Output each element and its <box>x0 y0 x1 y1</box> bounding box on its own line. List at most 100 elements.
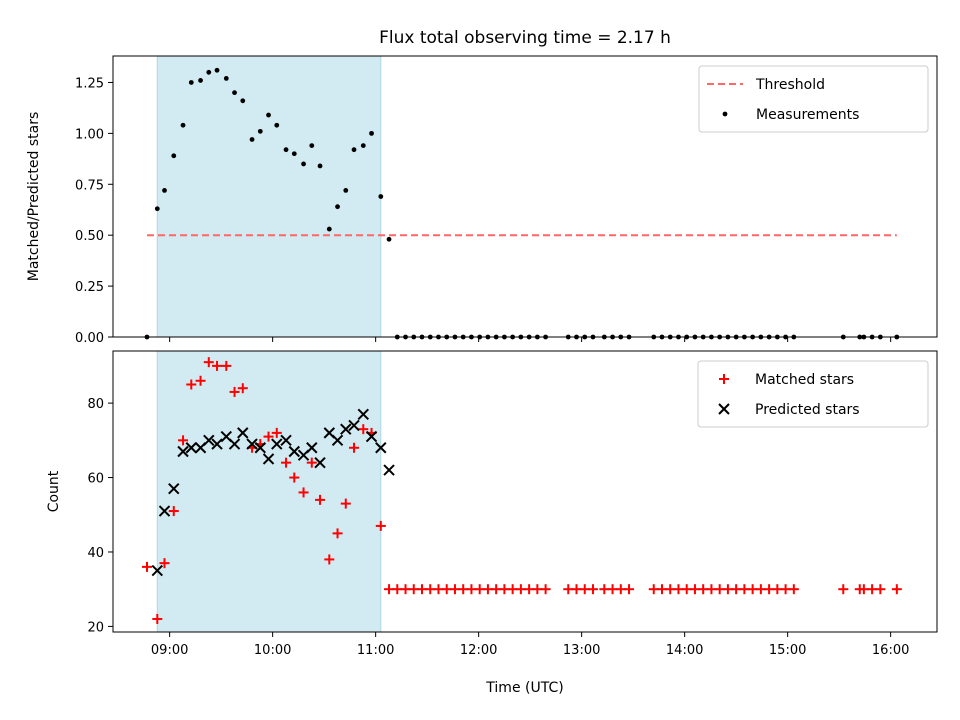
data-point <box>386 236 392 242</box>
data-point <box>375 442 387 454</box>
data-point <box>158 505 171 517</box>
y-tick-label: 0.75 <box>75 178 104 193</box>
data-point <box>240 98 246 104</box>
data-point <box>257 128 263 134</box>
data-point <box>271 427 282 438</box>
data-point <box>168 506 179 517</box>
data-point <box>298 487 309 498</box>
x-marker-b <box>348 419 360 432</box>
data-point <box>315 494 326 505</box>
data-point <box>340 423 352 435</box>
data-point <box>288 445 300 458</box>
data-point <box>326 226 332 232</box>
data-point <box>369 130 374 136</box>
data-point <box>249 137 255 142</box>
data-point <box>246 438 258 450</box>
data-point <box>274 122 280 128</box>
x-marker-b <box>211 438 223 450</box>
x-marker-b <box>288 445 300 458</box>
x-marker-b <box>168 483 180 495</box>
data-point <box>348 419 360 432</box>
x-marker-b <box>323 427 336 439</box>
axes-frame <box>112 350 938 633</box>
x-marker-b <box>185 442 197 454</box>
y-tick-label: 80 <box>87 397 104 412</box>
data-point <box>203 434 215 447</box>
legend: Matched stars Predicted stars <box>697 360 929 428</box>
legend-box <box>697 360 929 428</box>
data-point <box>788 584 799 595</box>
x-marker-b <box>254 442 266 454</box>
data-point <box>281 457 292 468</box>
data-point <box>178 435 189 446</box>
data-point <box>357 408 369 420</box>
data-point <box>171 153 177 159</box>
data-point <box>151 564 163 577</box>
data-point <box>291 151 297 157</box>
data-point <box>343 187 349 193</box>
panel-ratio: 0.00 0.25 0.50 0.75 1.00 1.25 Matched/Predicte… <box>26 55 938 346</box>
y-tick-label: 1.25 <box>75 76 104 91</box>
x-tick-label: 16:00 <box>872 643 909 658</box>
data-point <box>211 438 223 450</box>
x-axis-label: Time (UTC) <box>485 680 563 696</box>
data-point <box>186 379 197 390</box>
data-point <box>340 498 351 509</box>
x-marker-b <box>228 438 241 450</box>
x-marker-b <box>246 438 258 450</box>
data-point <box>314 456 326 469</box>
data-point <box>154 206 160 212</box>
legend-handle <box>719 374 729 384</box>
data-point <box>232 90 237 96</box>
y-tick-label: 40 <box>87 546 104 561</box>
data-point <box>152 613 163 624</box>
legend-handle <box>718 403 730 415</box>
x-marker-b <box>271 438 283 450</box>
x-marker-b <box>262 453 275 465</box>
data-point <box>162 187 167 193</box>
data-point <box>206 69 212 75</box>
data-point <box>228 438 241 450</box>
legend-label: Threshold <box>755 77 825 93</box>
data-point <box>324 554 335 565</box>
data-point <box>309 143 315 148</box>
x-tick-label: 13:00 <box>563 643 600 658</box>
data-point <box>195 375 206 386</box>
data-point <box>229 386 240 397</box>
x-marker-b <box>331 434 344 447</box>
data-point <box>254 442 266 454</box>
data-point <box>188 80 194 85</box>
legend-box <box>698 65 929 133</box>
x-marker-b <box>340 423 352 435</box>
x-tick-label: 10:00 <box>254 643 291 658</box>
series-predicted-stars <box>151 408 395 577</box>
data-point <box>838 584 849 595</box>
x-marker-b <box>718 403 730 415</box>
y-tick-label: 0.50 <box>75 229 104 244</box>
data-point <box>159 558 170 569</box>
data-point <box>180 122 186 128</box>
x-marker-b <box>383 464 395 476</box>
data-point <box>168 483 180 495</box>
legend-label: Predicted stars <box>755 402 860 418</box>
data-point <box>587 584 598 595</box>
x-marker-b <box>365 430 378 443</box>
data-point <box>365 430 378 443</box>
data-point <box>141 561 152 572</box>
x-marker-b <box>280 434 292 447</box>
data-point <box>283 147 289 153</box>
data-point <box>306 442 318 454</box>
data-point <box>223 75 229 81</box>
data-point <box>198 78 203 83</box>
data-point <box>540 584 551 595</box>
data-point <box>237 427 249 439</box>
data-point <box>360 143 366 148</box>
data-point <box>383 464 395 476</box>
x-tick-label: 11:00 <box>357 643 394 658</box>
y-axis-label: Count <box>46 470 62 512</box>
data-point <box>624 584 635 595</box>
observing-interval-shade <box>156 350 382 633</box>
x-marker-b <box>375 442 387 454</box>
data-point <box>331 434 344 447</box>
